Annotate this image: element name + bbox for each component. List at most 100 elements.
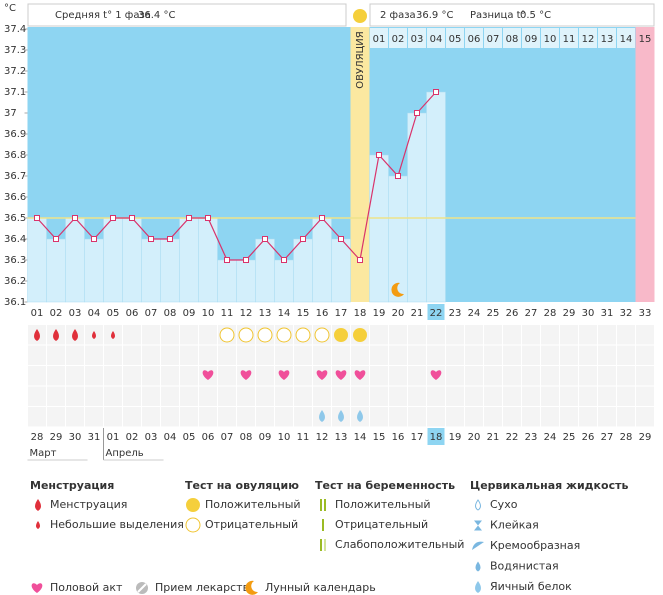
- temp-column: [331, 238, 351, 303]
- grid-cell: [598, 345, 616, 365]
- phase2-cell: [617, 28, 635, 48]
- legend-label: Клейкая: [490, 519, 539, 532]
- temp-column: [255, 238, 275, 303]
- grid-cell: [560, 345, 578, 365]
- temp-column: [293, 238, 313, 303]
- phase2-value: 36.9 °C: [416, 10, 453, 21]
- bar: [320, 499, 322, 511]
- grid-cell: [598, 407, 616, 427]
- temp-point: [300, 236, 306, 242]
- y-tick-label: 36.2: [4, 276, 26, 287]
- last-day-col: [635, 27, 655, 302]
- preg-weak-icon: [324, 539, 326, 551]
- cycle-day: 11: [221, 308, 234, 319]
- y-tick-label: 36.8: [4, 150, 26, 161]
- grid-cell: [503, 386, 521, 406]
- menstruation-icon: [34, 329, 40, 341]
- unit-label: °C: [4, 3, 16, 14]
- ovulation-negative-icon: [295, 327, 311, 343]
- date-label: 08: [240, 432, 253, 443]
- date-label: 28: [620, 432, 633, 443]
- grid-cell: [123, 345, 141, 365]
- y-tick-label: 36.5: [4, 213, 26, 224]
- grid-cell: [218, 366, 236, 386]
- legend-title: Тест на овуляцию: [185, 479, 299, 492]
- event-icon: [391, 282, 404, 297]
- phase2-cell: [465, 28, 483, 48]
- date-label: 04: [164, 432, 177, 443]
- grid-cell: [275, 386, 293, 406]
- event-icon: [295, 327, 311, 343]
- y-tick-label: 37: [4, 108, 17, 119]
- grid-cell: [636, 325, 654, 345]
- event-icon: [278, 370, 290, 380]
- event-icon: [257, 327, 273, 343]
- grid-cell: [218, 407, 236, 427]
- phase2-day: 10: [544, 34, 557, 45]
- cycle-day: 15: [297, 308, 310, 319]
- y-tick-label: 36.4: [4, 234, 26, 245]
- y-tick-label: 36.6: [4, 192, 26, 203]
- date-label: 24: [544, 432, 557, 443]
- cycle-day: 05: [107, 308, 120, 319]
- cycle-day: 17: [335, 308, 348, 319]
- cycle-day: 32: [620, 308, 633, 319]
- date-label: 06: [202, 432, 215, 443]
- sex-icon: [354, 370, 366, 380]
- grid-cell: [294, 386, 312, 406]
- grid-cell: [522, 407, 540, 427]
- spotting-icon: [36, 521, 40, 529]
- ovulation-positive-icon: [334, 328, 348, 342]
- phase2-day: 06: [468, 34, 481, 45]
- temp-point: [186, 215, 192, 221]
- grid-cell: [123, 386, 141, 406]
- temp-point: [72, 215, 78, 221]
- menstruation-icon: [53, 329, 59, 341]
- grid-cell: [617, 325, 635, 345]
- preg-negative-icon: [322, 519, 324, 531]
- cycle-day: 25: [487, 308, 500, 319]
- grid-cell: [180, 345, 198, 365]
- grid-cell: [465, 386, 483, 406]
- grid-cell: [256, 345, 274, 365]
- grid-cell: [66, 345, 84, 365]
- phase2-day: 11: [563, 34, 576, 45]
- grid-cell: [161, 325, 179, 345]
- y-tick-label: 36.9: [4, 129, 26, 140]
- legend-label: Небольшие выделения: [50, 518, 184, 531]
- phase2-cell: [579, 28, 597, 48]
- sticky-icon: [474, 520, 482, 531]
- cycle-day: 33: [639, 308, 652, 319]
- date-label: 09: [259, 432, 272, 443]
- date-label: 18: [430, 432, 443, 443]
- grid-cell: [256, 386, 274, 406]
- temp-point: [433, 89, 439, 95]
- date-label: 20: [468, 432, 481, 443]
- temp-point: [281, 257, 287, 263]
- temp-point: [110, 215, 116, 221]
- egg-white-icon: [319, 410, 325, 422]
- cycle-day: 16: [316, 308, 329, 319]
- legend-label: Прием лекарств: [155, 581, 249, 594]
- grid-cell: [161, 407, 179, 427]
- event-icon: [353, 328, 367, 342]
- event-icon: [357, 410, 363, 422]
- ovulation-negative-icon: [257, 327, 273, 343]
- grid-cell: [180, 407, 198, 427]
- date-label: 29: [639, 432, 652, 443]
- temp-point: [129, 215, 135, 221]
- grid-cell: [370, 386, 388, 406]
- date-label: 25: [563, 432, 576, 443]
- cycle-day: 28: [544, 308, 557, 319]
- grid-cell: [389, 366, 407, 386]
- phase2-cell: [541, 28, 559, 48]
- temp-point: [376, 152, 382, 158]
- grid-cell: [142, 366, 160, 386]
- legend-label: Слабоположительный: [335, 538, 464, 551]
- spotting-icon: [92, 331, 96, 339]
- grid-cell: [598, 386, 616, 406]
- grid-cell: [313, 345, 331, 365]
- cycle-day: 14: [278, 308, 291, 319]
- grid-cell: [579, 345, 597, 365]
- phase2-day: 08: [506, 34, 519, 45]
